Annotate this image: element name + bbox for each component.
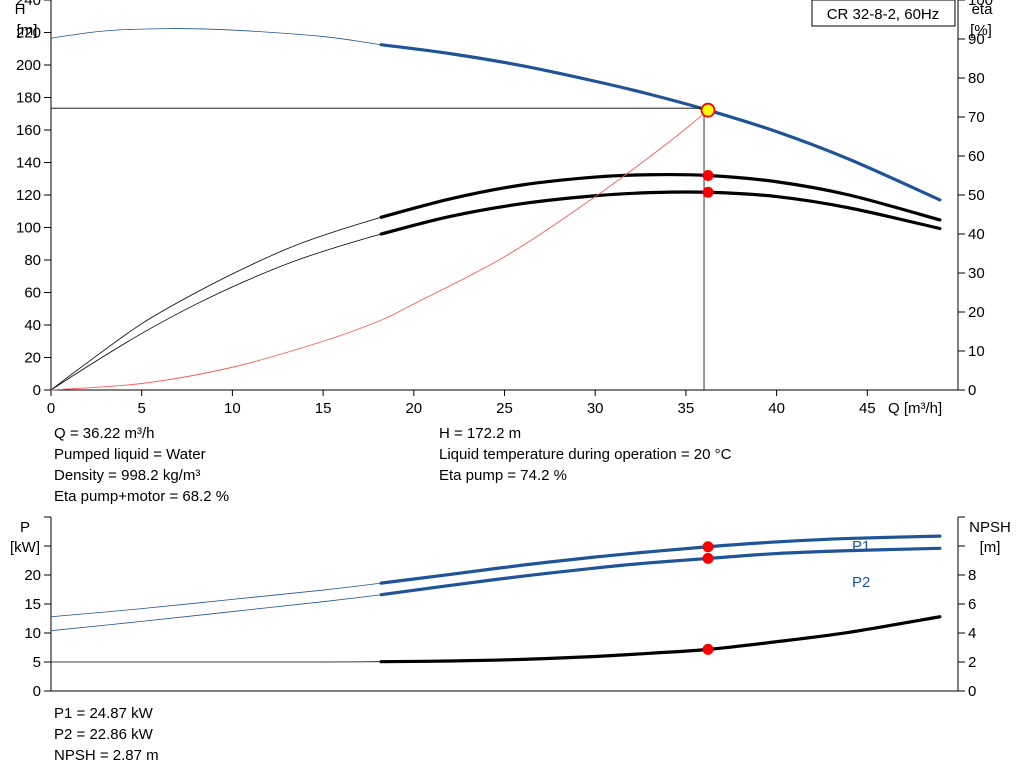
bottom-curve-P2-thin bbox=[50, 547, 940, 632]
top-right-tick-label: 70 bbox=[968, 109, 985, 126]
top-x-tick-label: 5 bbox=[138, 400, 146, 417]
top-right-axis-title: eta bbox=[972, 1, 994, 18]
bottom-curve-P1-bold bbox=[379, 534, 942, 585]
bottom-curve-P1-thin bbox=[50, 535, 940, 618]
top-left-axis-unit: [m] bbox=[17, 22, 38, 39]
info-top-left: Q = 36.22 m³/h Pumped liquid = Water Den… bbox=[54, 423, 229, 507]
top-left-tick-label: 120 bbox=[16, 187, 41, 204]
top-x-tick-label: 20 bbox=[405, 400, 422, 417]
top-chart-frame bbox=[50, 0, 959, 391]
top-right-tick-label: 50 bbox=[968, 187, 985, 204]
top-left-tick-label: 200 bbox=[16, 57, 41, 74]
top-curve-eta_total-thin bbox=[50, 191, 940, 391]
top-left-tick-label: 180 bbox=[16, 90, 41, 107]
info-head: H = 172.2 m bbox=[439, 425, 522, 442]
bottom-right-tick-label: 2 bbox=[968, 654, 976, 671]
info-top-right: H = 172.2 m Liquid temperature during op… bbox=[439, 423, 731, 486]
bottom-right-tick-label: 4 bbox=[968, 625, 976, 642]
top-chart-curves bbox=[50, 28, 942, 391]
bottom-point-P1 bbox=[702, 541, 714, 553]
top-x-tick-label: 25 bbox=[496, 400, 513, 417]
info-eta-pump: Eta pump = 74.2 % bbox=[439, 467, 567, 484]
bottom-right-axis-title: NPSH bbox=[969, 519, 1011, 536]
legend-p2: P2 bbox=[852, 574, 870, 591]
bottom-left-tick-label: 15 bbox=[24, 596, 41, 613]
top-curve-eta_pump-bold bbox=[379, 172, 942, 222]
top-curve-system_curve bbox=[50, 109, 709, 391]
top-left-tick-label: 220 bbox=[16, 25, 41, 42]
bottom-right-tick-label: 8 bbox=[968, 567, 976, 584]
info-eta-total: Eta pump+motor = 68.2 % bbox=[54, 488, 230, 505]
top-x-tick-label: 35 bbox=[678, 400, 695, 417]
top-curve-eta_total-bold bbox=[379, 190, 942, 236]
bottom-left-axis-title: P bbox=[20, 519, 30, 536]
info-npsh: NPSH = 2.87 m bbox=[54, 747, 159, 764]
top-left-tick-label: 40 bbox=[24, 317, 41, 334]
top-curve-H-thin bbox=[50, 28, 941, 201]
top-chart-axes: 0204060801001201401601802002202400102030… bbox=[16, 0, 993, 417]
bottom-left-tick-label: 0 bbox=[33, 683, 41, 700]
top-left-axis-title: H bbox=[15, 1, 26, 18]
top-left-tick-label: 140 bbox=[16, 155, 41, 172]
top-right-tick-label: 20 bbox=[968, 304, 985, 321]
top-x-tick-label: 40 bbox=[768, 400, 785, 417]
top-right-tick-label: 80 bbox=[968, 70, 985, 87]
bottom-right-axis-unit: [m] bbox=[980, 539, 1001, 556]
top-chart-points bbox=[51, 102, 716, 390]
top-x-tick-label: 30 bbox=[587, 400, 604, 417]
top-x-tick-label: 10 bbox=[224, 400, 241, 417]
pump-performance-chart: 0204060801001201401601802002202400102030… bbox=[10, 0, 1011, 700]
top-right-tick-label: 0 bbox=[968, 382, 976, 399]
top-x-tick-label: 45 bbox=[859, 400, 876, 417]
top-curve-H-bold bbox=[379, 43, 942, 202]
info-liquid: Pumped liquid = Water bbox=[54, 446, 206, 463]
chart-title-box bbox=[811, 0, 956, 27]
chart-title: CR 32-8-2, 60Hz bbox=[827, 6, 940, 23]
bottom-curve-NPSH-bold bbox=[379, 615, 942, 664]
bottom-left-tick-label: 5 bbox=[33, 654, 41, 671]
top-right-tick-label: 10 bbox=[968, 343, 985, 360]
bottom-chart-axes: 0 5 10 15 20 0 2 4 6 8 bbox=[24, 516, 976, 700]
top-left-tick-label: 160 bbox=[16, 122, 41, 139]
bottom-chart-points bbox=[702, 541, 714, 655]
top-right-axis-unit: [%] bbox=[970, 22, 992, 39]
bottom-left-tick-label: 10 bbox=[24, 625, 41, 642]
top-x-axis-label: Q [m³/h] bbox=[888, 400, 942, 417]
top-left-tick-label: 20 bbox=[24, 350, 41, 367]
top-right-tick-label: 100 bbox=[968, 0, 993, 9]
top-point-eta-total bbox=[702, 186, 714, 198]
bottom-point-P2 bbox=[702, 552, 714, 564]
top-right-tick-label: 30 bbox=[968, 265, 985, 282]
bottom-left-tick-label: 20 bbox=[24, 567, 41, 584]
info-flow: Q = 36.22 m³/h bbox=[54, 425, 155, 442]
bottom-left-axis-unit: [kW] bbox=[10, 539, 40, 556]
top-right-tick-label: 40 bbox=[968, 226, 985, 243]
top-point-eta-pump bbox=[702, 170, 714, 181]
bottom-point-NPSH bbox=[702, 643, 714, 655]
bottom-chart-curves bbox=[50, 534, 942, 664]
top-left-tick-label: 80 bbox=[24, 252, 41, 269]
top-right-tick-label: 90 bbox=[968, 31, 985, 48]
bottom-right-tick-label: 0 bbox=[968, 683, 976, 700]
top-point-duty bbox=[700, 102, 716, 118]
bottom-right-tick-label: 6 bbox=[968, 596, 976, 613]
top-left-tick-label: 100 bbox=[16, 220, 41, 237]
info-density: Density = 998.2 kg/m³ bbox=[54, 467, 201, 484]
top-x-tick-label: 15 bbox=[315, 400, 332, 417]
info-temperature: Liquid temperature during operation = 20… bbox=[439, 446, 732, 463]
top-left-tick-label: 0 bbox=[33, 382, 41, 399]
bottom-curve-P2-bold bbox=[379, 546, 942, 597]
top-right-tick-label: 60 bbox=[968, 148, 985, 165]
top-left-tick-label: 60 bbox=[24, 285, 41, 302]
legend-p1: P1 bbox=[852, 538, 870, 555]
info-p1: P1 = 24.87 kW bbox=[54, 705, 153, 722]
info-p2: P2 = 22.86 kW bbox=[54, 726, 153, 743]
top-left-tick-label: 240 bbox=[16, 0, 41, 9]
info-bottom: P1 = 24.87 kW P2 = 22.86 kW NPSH = 2.87 … bbox=[54, 703, 159, 766]
top-x-tick-label: 0 bbox=[47, 400, 55, 417]
